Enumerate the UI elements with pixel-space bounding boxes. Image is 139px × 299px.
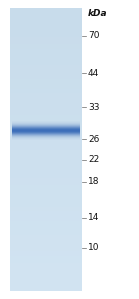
Text: 26: 26 [88,135,99,144]
Text: 44: 44 [88,68,99,77]
Text: kDa: kDa [88,10,108,19]
Text: 33: 33 [88,103,100,112]
Text: 14: 14 [88,213,99,222]
Text: 10: 10 [88,243,100,252]
Text: 22: 22 [88,155,99,164]
Text: 70: 70 [88,31,100,40]
Text: 18: 18 [88,178,100,187]
